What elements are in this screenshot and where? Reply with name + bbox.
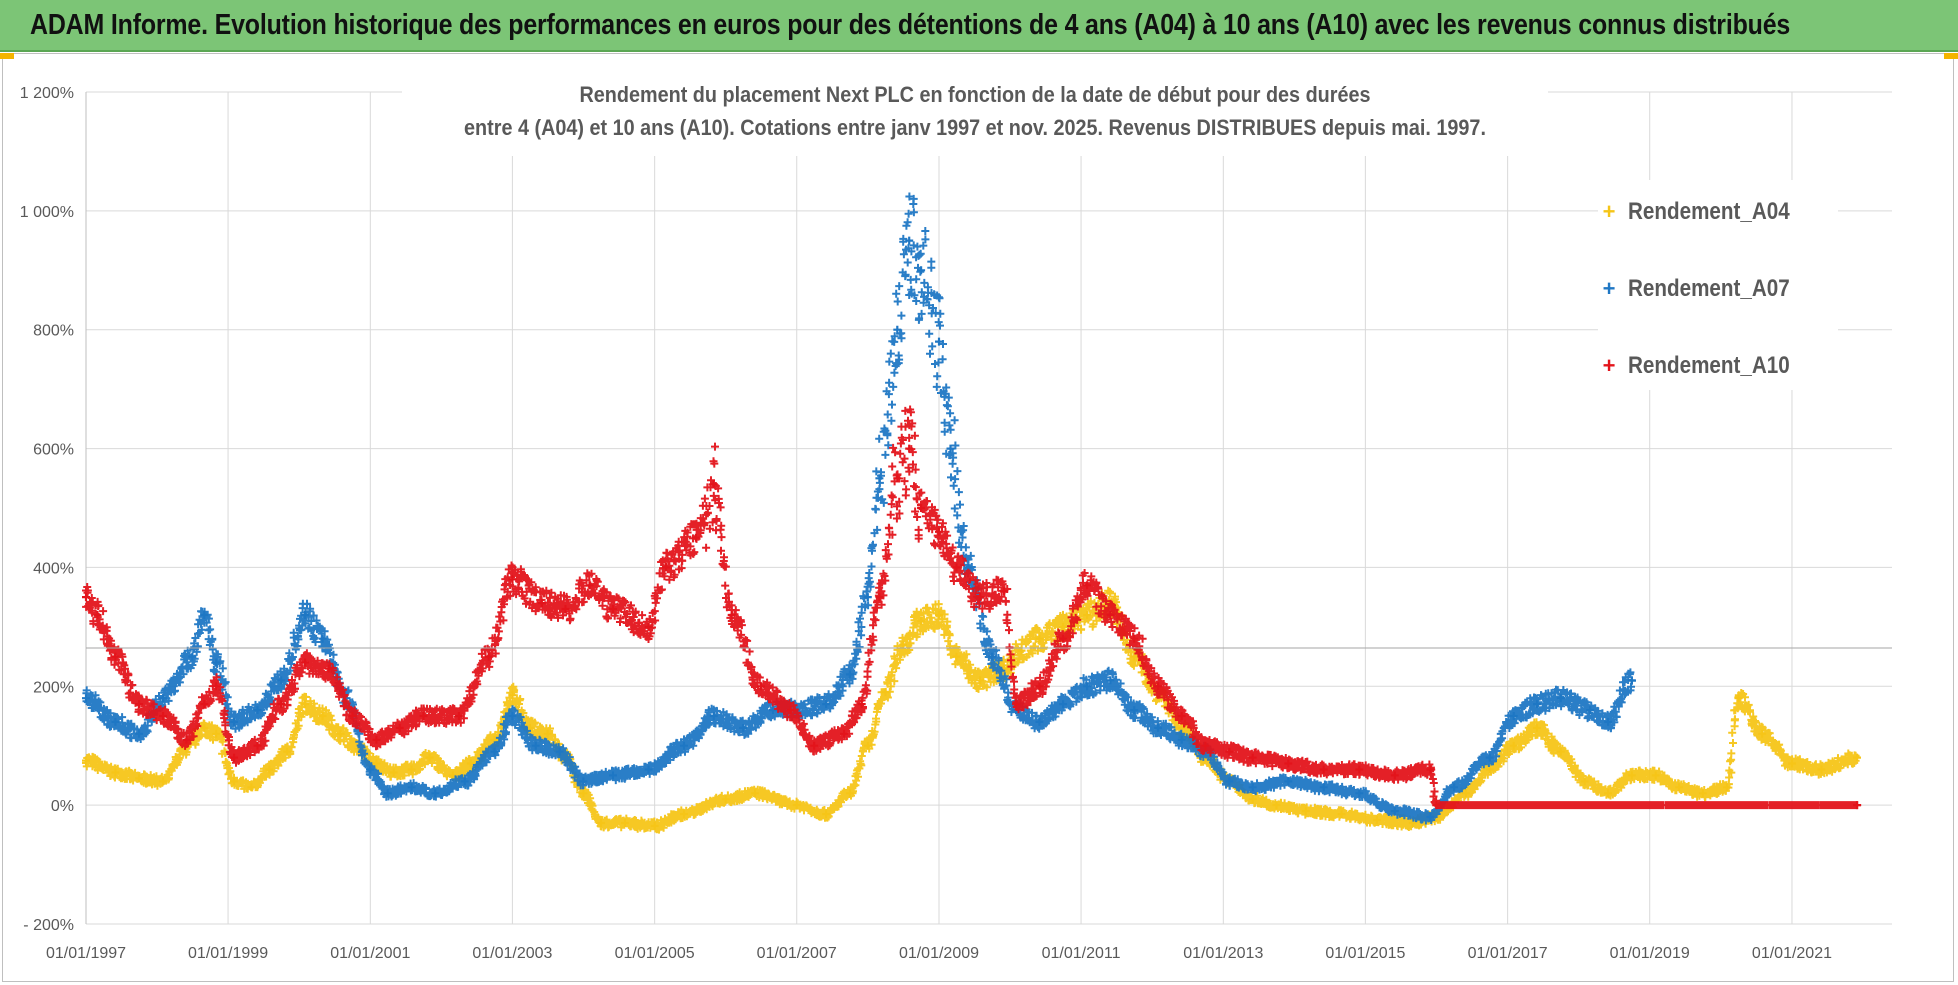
y-tick-label: - 200% bbox=[23, 917, 74, 934]
x-tick-label: 01/01/2001 bbox=[330, 945, 410, 962]
data-point bbox=[905, 236, 914, 245]
y-tick-label: 200% bbox=[33, 679, 74, 696]
x-tick-label: 01/01/2009 bbox=[899, 945, 979, 962]
header-banner: ADAM Informe. Evolution historique des p… bbox=[0, 0, 1958, 52]
legend-label-a04: Rendement_A04 bbox=[1628, 198, 1790, 225]
header-title: ADAM Informe. Evolution historique des p… bbox=[30, 8, 1791, 41]
series-Rendement_A04 bbox=[82, 586, 1861, 834]
series-cloud bbox=[82, 405, 1862, 810]
x-tick-label: 01/01/2021 bbox=[1752, 945, 1832, 962]
series-Rendement_A07 bbox=[82, 192, 1636, 825]
y-tick-label: 0% bbox=[51, 798, 74, 815]
legend-label-a10: Rendement_A10 bbox=[1628, 352, 1790, 379]
chart-title-line-1: Rendement du placement Next PLC en fonct… bbox=[579, 82, 1371, 107]
x-tick-label: 01/01/2019 bbox=[1610, 945, 1690, 962]
legend-marker-a04: + bbox=[1602, 199, 1616, 224]
chart-title: Rendement du placement Next PLC en fonct… bbox=[402, 78, 1548, 156]
y-tick-label: 600% bbox=[33, 442, 74, 459]
x-tick-label: 01/01/2013 bbox=[1183, 945, 1263, 962]
corner-mark-right bbox=[1944, 53, 1958, 59]
y-tick-label: 800% bbox=[33, 323, 74, 340]
x-tick-label: 01/01/2005 bbox=[615, 945, 695, 962]
chart-title-line-2: entre 4 (A04) et 10 ans (A10). Cotations… bbox=[464, 115, 1486, 140]
y-tick-label: 400% bbox=[33, 560, 74, 577]
series-Rendement_A10 bbox=[82, 405, 1862, 810]
x-tick-label: 01/01/2011 bbox=[1042, 945, 1121, 962]
legend-label-a07: Rendement_A07 bbox=[1628, 275, 1790, 302]
series-cloud bbox=[82, 192, 1636, 825]
chart-legend: + Rendement_A04 + Rendement_A07 + Rendem… bbox=[1598, 180, 1838, 390]
chart-frame bbox=[2, 53, 1954, 982]
x-tick-label: 01/01/2015 bbox=[1325, 945, 1405, 962]
legend-item-a04: + Rendement_A04 bbox=[1598, 192, 1816, 232]
legend-marker-a07: + bbox=[1602, 276, 1616, 301]
y-tick-label: 1 200% bbox=[20, 85, 74, 102]
legend-marker-a10: + bbox=[1602, 353, 1616, 378]
x-tick-label: 01/01/1999 bbox=[188, 945, 268, 962]
x-tick-label: 01/01/2003 bbox=[472, 945, 552, 962]
x-tick-label: 01/01/2017 bbox=[1468, 945, 1548, 962]
y-tick-label: 1 000% bbox=[20, 204, 74, 221]
series-cloud bbox=[82, 586, 1860, 834]
legend-item-a07: + Rendement_A07 bbox=[1598, 269, 1816, 309]
legend-item-a10: + Rendement_A10 bbox=[1598, 346, 1816, 386]
x-tick-label: 01/01/2007 bbox=[757, 945, 837, 962]
x-tick-label: 01/01/1997 bbox=[46, 945, 126, 962]
corner-mark-left bbox=[0, 53, 14, 59]
